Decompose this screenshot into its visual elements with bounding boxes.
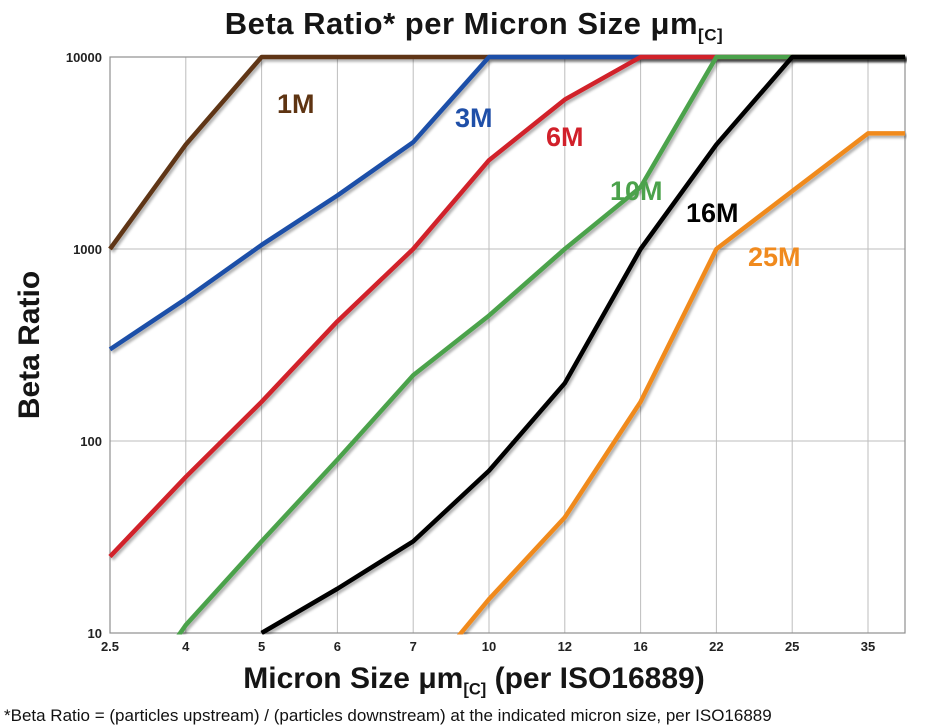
x-axis-title-subscript: [C] (463, 680, 487, 699)
footnote-text: *Beta Ratio = (particles upstream) / (pa… (4, 706, 772, 725)
x-axis-title-main: Micron Size μm (243, 662, 464, 695)
series-lines (108, 54, 905, 635)
chart-title-main: Beta Ratio* per Micron Size μm (224, 6, 699, 41)
series-line-16m (260, 54, 905, 635)
x-tick-label: 16 (633, 639, 648, 654)
series-line-25m (456, 131, 905, 635)
series-label-16m: 16M (686, 198, 739, 228)
series-line-10m (176, 54, 905, 635)
x-tick-label: 7 (409, 639, 417, 654)
series-line-1m (108, 54, 905, 251)
series-line-3m (108, 54, 905, 352)
series-label-1m: 1M (277, 89, 315, 119)
x-axis-title: Micron Size μm[C] (per ISO16889) (0, 662, 948, 699)
y-tick-label: 1000 (73, 242, 102, 257)
x-tick-label: 22 (709, 639, 724, 654)
x-tick-label: 4 (182, 639, 190, 654)
x-tick-label: 2.5 (100, 639, 120, 654)
x-tick-label: 5 (257, 639, 266, 654)
x-tick-label: 10 (481, 639, 497, 654)
chart-title-subscript: [C] (698, 25, 724, 45)
series-line-6m (108, 54, 905, 559)
series-label-10m: 10M (610, 176, 663, 206)
x-tick-label: 35 (860, 639, 876, 654)
x-tick-label: 25 (784, 639, 800, 654)
series-label-6m: 6M (546, 122, 584, 152)
y-tick-label: 10 (87, 626, 102, 641)
y-tick-label: 100 (80, 434, 102, 449)
y-tick-label: 10000 (65, 50, 102, 65)
x-axis-title-suffix: (per ISO16889) (486, 662, 705, 695)
chart-title: Beta Ratio* per Micron Size μm[C] (0, 6, 948, 45)
series-label-3m: 3M (455, 103, 493, 133)
x-tick-label: 12 (557, 639, 573, 654)
x-tick-label: 6 (333, 639, 341, 654)
series-label-25m: 25M (748, 242, 801, 272)
series-labels: 1M 3M 6M 10M 16M 25M (277, 89, 801, 272)
